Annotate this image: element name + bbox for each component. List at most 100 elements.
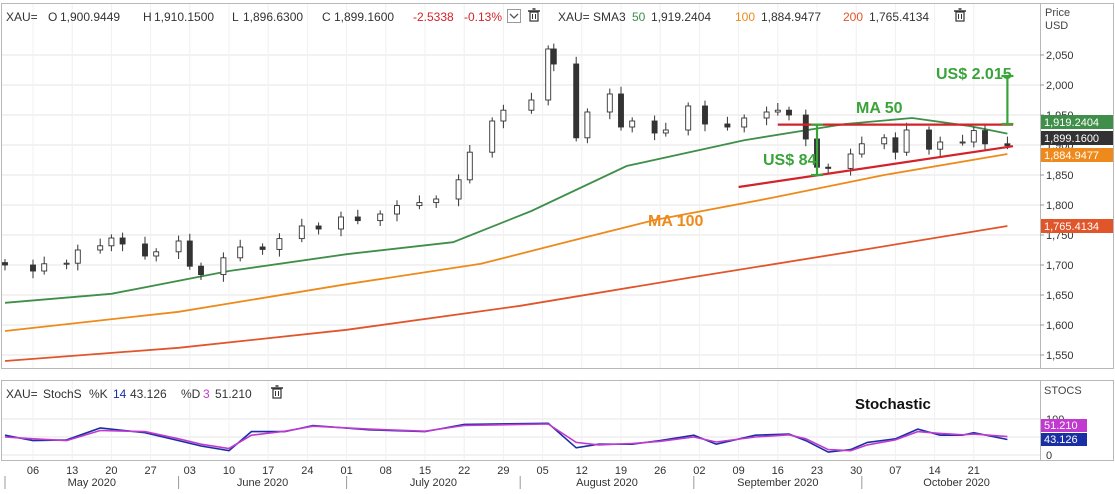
x-day-label: 14	[928, 465, 940, 477]
candle-body	[937, 141, 944, 150]
candle-body	[584, 111, 591, 139]
price-panel	[1, 3, 1114, 369]
candle-body	[741, 117, 748, 128]
sma100-period: 100	[735, 10, 755, 24]
candle-body	[702, 105, 708, 125]
x-month-label: May 2020	[68, 477, 116, 489]
target-low-bracket	[811, 123, 823, 177]
target-low-annotation: US$ 84	[763, 152, 816, 169]
price-axis-title: Price	[1045, 7, 1070, 19]
x-month-label: July 2020	[410, 477, 457, 489]
sma50-value: 1,919.2404	[651, 10, 711, 24]
stoch-k-value: 43.126	[130, 387, 167, 401]
high-label: H	[143, 10, 152, 24]
candle-body	[982, 130, 988, 145]
x-day-label: 15	[419, 465, 431, 477]
candle-body	[825, 166, 832, 169]
sma200-value: 1,765.4134	[869, 10, 929, 24]
stoch-symbol: XAU=	[6, 387, 38, 401]
price-tick-label: 2,000	[1046, 80, 1074, 92]
candle-body	[724, 123, 731, 128]
candle-body	[97, 245, 104, 251]
candle-body	[119, 237, 126, 245]
low-value: 1,896.6300	[243, 10, 303, 24]
stoch-tick-label: 0	[1046, 450, 1052, 462]
candle-body	[774, 109, 781, 113]
candle-body	[186, 240, 193, 267]
trash-icon[interactable]	[528, 8, 540, 22]
stoch-d-value: 51.210	[215, 387, 252, 401]
candle-body	[1004, 143, 1011, 147]
chevron-down-icon[interactable]	[507, 9, 521, 23]
price-symbol: XAU=	[6, 10, 38, 24]
open-label: O	[48, 10, 57, 24]
candle-body	[881, 137, 888, 145]
x-day-label: 05	[536, 465, 548, 477]
candle-body	[354, 216, 361, 222]
price-tick-label: 1,850	[1046, 170, 1074, 182]
candle-body	[786, 109, 792, 116]
candle-body	[550, 48, 557, 65]
price-tick-label: 1,600	[1046, 320, 1074, 332]
x-day-label: 29	[497, 465, 509, 477]
x-day-label: 08	[380, 465, 392, 477]
candle-body	[892, 137, 899, 153]
x-month-label: October 2020	[923, 477, 990, 489]
x-day-label: 07	[889, 465, 901, 477]
ma50-annotation: MA 50	[856, 100, 903, 117]
candle-body	[175, 240, 182, 253]
candle-body	[237, 246, 244, 259]
price-tick-label: 1,800	[1046, 200, 1074, 212]
stoch-d-label: %D	[181, 387, 201, 401]
low-label: L	[232, 10, 239, 24]
close-label: C	[322, 10, 331, 24]
candle-body	[685, 105, 692, 131]
candle-body	[926, 129, 932, 150]
candle-body	[763, 111, 770, 119]
close-badge-text: 1,899.1600	[1044, 133, 1099, 145]
price-tick-label: 2,050	[1046, 50, 1074, 62]
candle-body	[394, 205, 400, 215]
candle-body	[416, 202, 423, 207]
candle-body	[455, 179, 462, 200]
candle-body	[276, 238, 283, 250]
x-day-label: 02	[693, 465, 705, 477]
ma100-annotation: MA 100	[648, 213, 704, 230]
stoch-d-badge-text: 51.210	[1044, 420, 1078, 432]
support-line	[738, 145, 1014, 189]
sma50-line	[4, 117, 1008, 304]
x-day-label: 30	[850, 465, 862, 477]
candle-body	[903, 129, 910, 153]
sma200-line	[4, 225, 1008, 362]
sma100-badge: 1,884.9477	[1041, 148, 1113, 162]
x-day-label: 16	[772, 465, 784, 477]
change-value: -2.5338	[413, 10, 454, 24]
close-price-badge: 1,899.1600	[1041, 131, 1113, 145]
trash-icon[interactable]	[271, 385, 283, 399]
sma100-value: 1,884.9477	[761, 10, 821, 24]
candle-body	[489, 120, 496, 153]
stochastic-panel	[1, 380, 1114, 461]
candle-body	[108, 237, 115, 247]
candle-body	[63, 262, 70, 265]
sma100-badge-text: 1,884.9477	[1044, 150, 1099, 162]
trash-icon[interactable]	[954, 8, 966, 22]
candle-body	[618, 93, 624, 128]
high-value: 1,910.1500	[154, 10, 214, 24]
x-axis-month-labels: May 2020 June 2020 July 2020 August 2020 Sep…	[4, 476, 990, 489]
stochastic-lines	[4, 422, 1008, 453]
candle-body	[74, 249, 81, 264]
sma200-period: 200	[843, 10, 863, 24]
candle-body	[466, 151, 473, 181]
candle-body	[153, 251, 160, 257]
moving-average-lines	[4, 117, 1008, 362]
stoch-d-line	[4, 423, 1008, 452]
stochastic-header: XAU= StochS %K 14 43.126 %D 3 51.210	[6, 385, 283, 401]
stoch-name: StochS	[43, 387, 82, 401]
price-tick-label: 1,550	[1046, 350, 1074, 362]
x-day-label: 20	[105, 465, 117, 477]
price-gridlines	[2, 54, 1040, 356]
x-month-label: August 2020	[576, 477, 638, 489]
sma50-badge-text: 1,919.2404	[1044, 117, 1099, 129]
